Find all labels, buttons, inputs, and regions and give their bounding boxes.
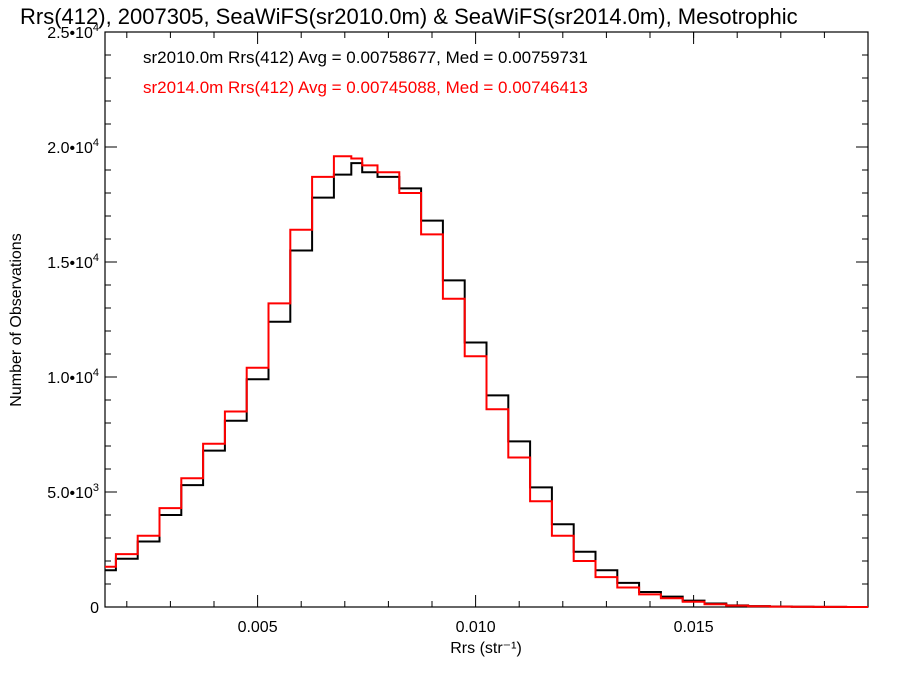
- x-axis-ticks: 0.005 0.010 0.015: [126, 32, 869, 636]
- series-layer: [105, 155, 868, 608]
- legend-entry-sr2014: sr2014.0m Rrs(412) Avg = 0.00745088, Med…: [143, 78, 588, 97]
- y-axis-ticks: 0 5.0•103 1.0•104 1.5•104 2.0•104 2.5•104: [47, 22, 868, 617]
- x-tick-label-0: 0.005: [238, 619, 278, 636]
- x-axis-label: Rrs (str⁻¹): [450, 640, 522, 657]
- series-line-sr2014.0m: [105, 155, 868, 608]
- x-tick-label-2: 0.015: [674, 619, 714, 636]
- legend-entry-sr2010: sr2010.0m Rrs(412) Avg = 0.00758677, Med…: [143, 48, 588, 67]
- y-tick-label-0: 0: [90, 600, 99, 617]
- x-tick-label-1: 0.010: [456, 619, 496, 636]
- y-tick-label-4: 2.0•104: [47, 137, 99, 157]
- y-tick-label-2: 1.0•104: [47, 367, 99, 387]
- y-tick-label-1: 5.0•103: [47, 482, 99, 502]
- y-tick-label-5: 2.5•104: [47, 22, 99, 42]
- y-axis-label: Number of Observations: [8, 233, 25, 406]
- chart-title: Rrs(412), 2007305, SeaWiFS(sr2010.0m) & …: [20, 4, 798, 29]
- y-tick-label-3: 1.5•104: [47, 252, 99, 272]
- plot-area: 0.005 0.010 0.015 0 5.0•103 1.0•104 1.5•104 2.…: [47, 22, 869, 636]
- plot-frame: [104, 31, 869, 608]
